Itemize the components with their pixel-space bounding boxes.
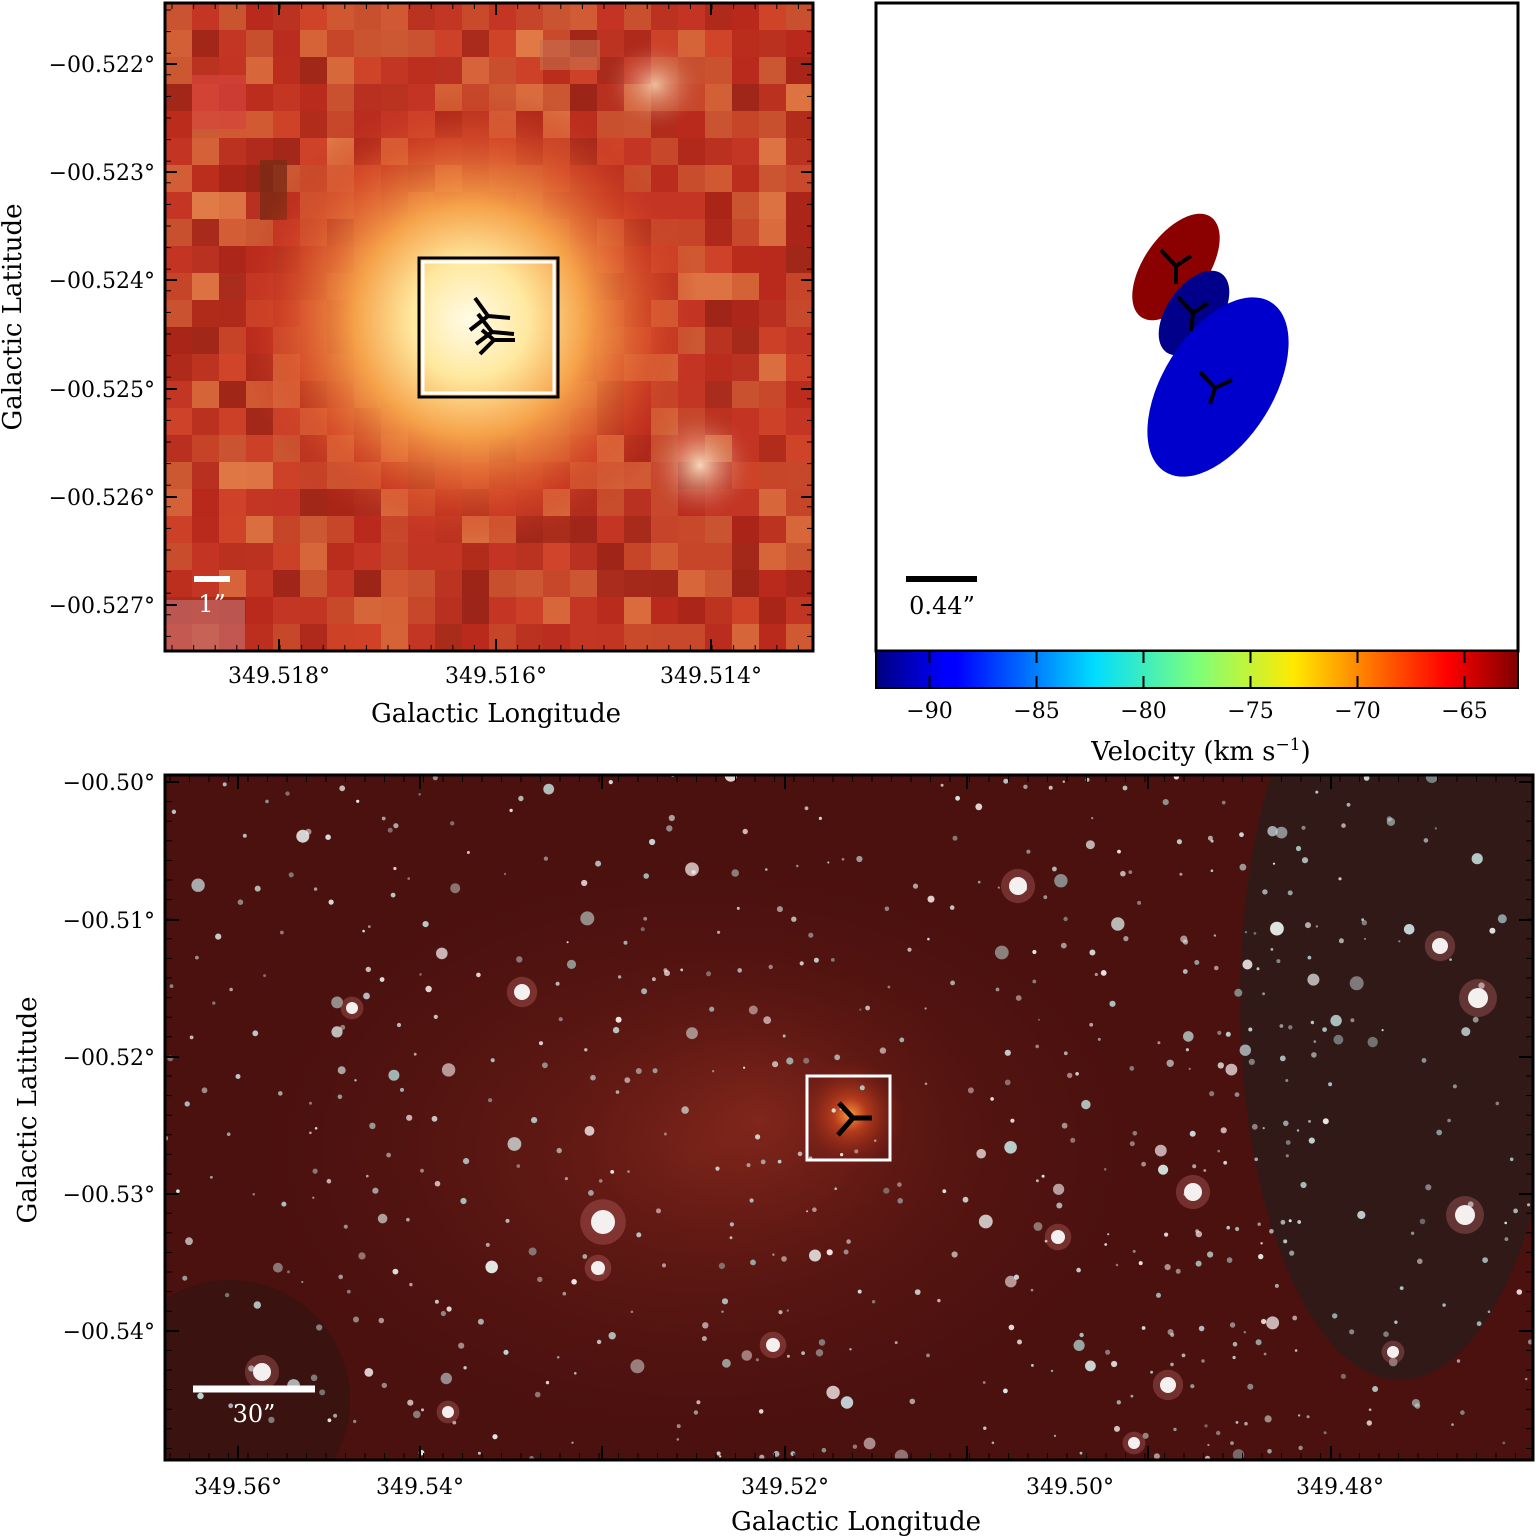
y-tick-label: −00.522° <box>49 53 155 78</box>
y-tick-label: −00.52° <box>63 1046 155 1071</box>
panel-a-xlabel: Galactic Longitude <box>371 699 621 729</box>
x-tick-label: 349.50° <box>1026 1475 1114 1500</box>
y-tick-label: −00.526° <box>49 486 155 511</box>
panel-c-ticks <box>165 775 1533 1460</box>
x-tick-label: 349.54° <box>376 1475 464 1500</box>
x-tick-label: 349.514° <box>660 664 762 689</box>
spot-markers <box>1159 248 1233 405</box>
tri-marker-icon <box>1159 248 1193 284</box>
y-tick-label: −00.523° <box>49 161 155 186</box>
tri-marker-icon <box>468 296 511 332</box>
colorbar-tick-label: −65 <box>1441 699 1487 724</box>
panel-a-ticks <box>165 3 813 651</box>
panel-a-image <box>165 3 813 651</box>
panel-c: 30” −00.50°−00.51°−00.52°−00.53°−00.54° … <box>13 771 1535 1537</box>
panel-b: 0.44” −90 −85 −80 −75 −70 −65 Velocity (km s−… <box>874 1 1520 767</box>
x-tick-label: 349.56° <box>194 1475 282 1500</box>
y-tick-label: −00.53° <box>63 1183 155 1208</box>
scale-label-b: 0.44” <box>909 592 975 620</box>
colorbar-tick-label: −70 <box>1334 699 1380 724</box>
scale-label-c: 30” <box>233 1400 276 1428</box>
maser-markers <box>468 296 515 356</box>
colorbar-tick-label: −90 <box>906 699 952 724</box>
y-tick-label: −00.527° <box>49 594 155 619</box>
x-tick-label: 349.516° <box>445 664 547 689</box>
scale-label-a: 1” <box>198 590 226 618</box>
panel-a-frame <box>163 1 815 653</box>
panel-c-frame <box>163 773 1535 1462</box>
colorbar-tick-label: −80 <box>1120 699 1166 724</box>
tri-marker-icon <box>1176 295 1210 332</box>
y-tick-label: −00.525° <box>49 378 155 403</box>
y-tick-label: −00.54° <box>63 1320 155 1345</box>
panel-c-ylabel: Galactic Latitude <box>13 997 43 1224</box>
tri-marker-icon <box>478 328 515 356</box>
y-tick-label: −00.51° <box>63 909 155 934</box>
tri-marker-icon <box>1198 370 1233 405</box>
colorbar-label: Velocity (km s−1) <box>1090 735 1310 767</box>
panel-c-image <box>165 775 1533 1460</box>
x-tick-label: 349.48° <box>1296 1475 1384 1500</box>
y-tick-label: −00.524° <box>49 269 155 294</box>
colorbar-ticks: −90 −85 −80 −75 −70 −65 <box>906 651 1488 724</box>
panel-a-ylabel: Galactic Latitude <box>0 204 28 431</box>
zoom-box-c <box>805 1074 892 1162</box>
zoom-box <box>421 260 556 395</box>
panel-a: 1” −00.522° −00.523° −00.524° −00.525° −00.5… <box>0 1 815 729</box>
colorbar-tick-label: −75 <box>1227 699 1273 724</box>
x-tick-label: 349.52° <box>741 1475 829 1500</box>
y-tick-label: −00.50° <box>63 771 155 796</box>
panel-c-xlabel: Galactic Longitude <box>731 1507 981 1537</box>
colorbar-tick-label: −85 <box>1013 699 1059 724</box>
x-tick-label: 349.518° <box>228 664 330 689</box>
colorbar <box>875 650 1519 689</box>
zoom-box-outline <box>417 256 560 399</box>
tri-marker-icon <box>836 1101 872 1137</box>
